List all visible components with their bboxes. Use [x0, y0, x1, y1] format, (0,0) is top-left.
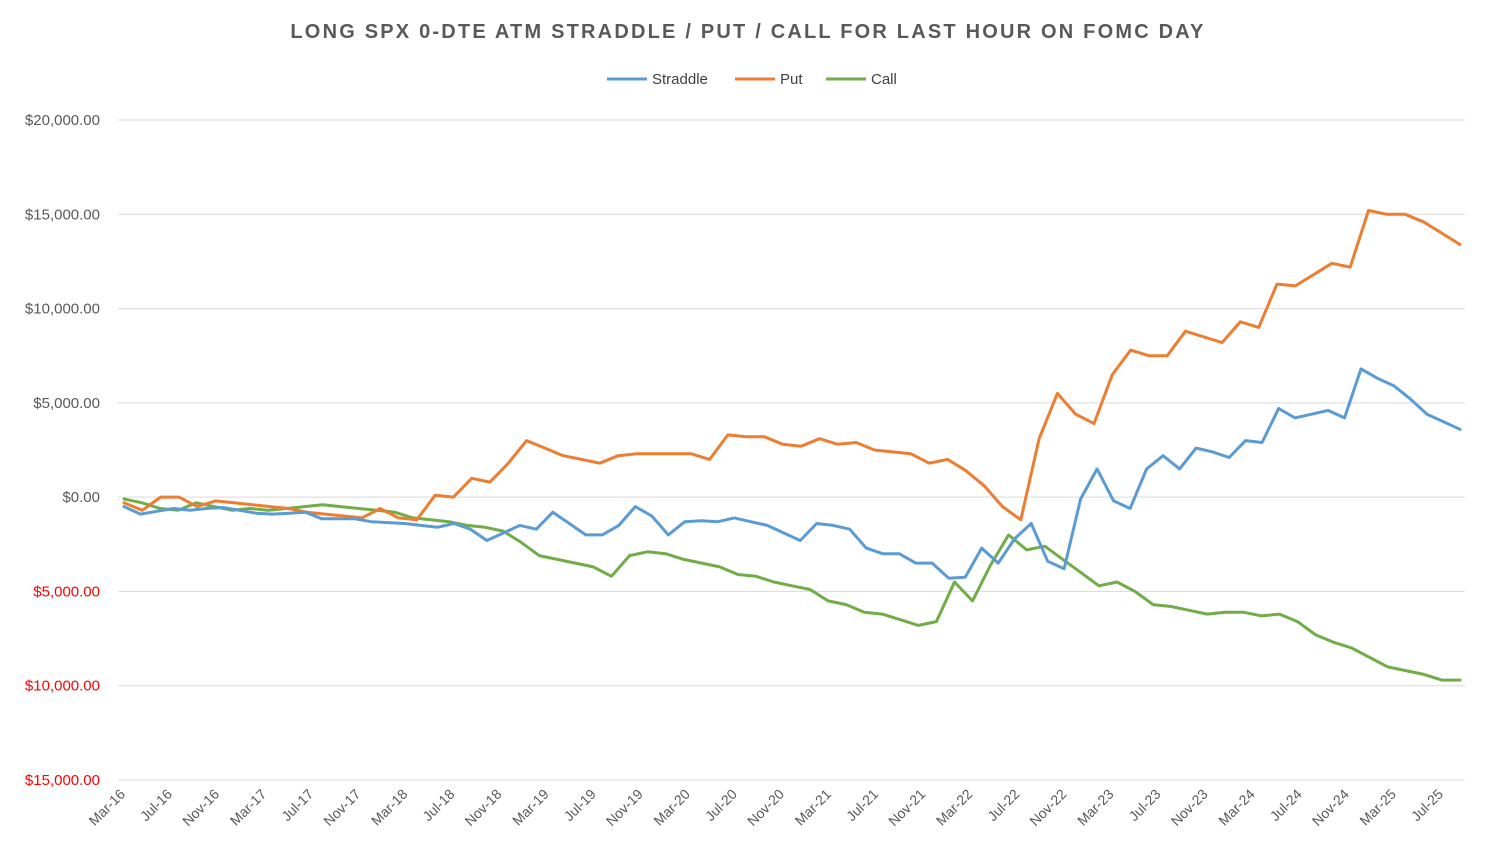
- x-tick-label: Mar-16: [85, 786, 128, 829]
- x-tick-label: Nov-24: [1309, 786, 1352, 829]
- x-tick-label: Jul-24: [1267, 786, 1305, 824]
- x-tick-label: Jul-22: [984, 786, 1022, 824]
- x-tick-label: Mar-22: [933, 786, 976, 829]
- x-tick-label: Jul-25: [1408, 786, 1446, 824]
- x-tick-label: Mar-23: [1074, 786, 1117, 829]
- x-tick-label: Jul-18: [419, 786, 457, 824]
- series-lines: [122, 209, 1462, 682]
- y-tick-label: $10,000.00: [25, 678, 100, 695]
- series-line-straddle: [122, 367, 1462, 580]
- x-tick-label: Mar-21: [792, 786, 835, 829]
- x-tick-label: Nov-20: [744, 786, 787, 829]
- legend-label-straddle: Straddle: [652, 71, 708, 88]
- x-tick-label: Mar-18: [368, 786, 411, 829]
- x-tick-label: Jul-20: [702, 786, 740, 824]
- y-tick-label: $15,000.00: [25, 206, 100, 223]
- series-line-call: [122, 497, 1462, 682]
- x-tick-label: Mar-24: [1215, 786, 1258, 829]
- y-tick-label: $10,000.00: [25, 301, 100, 318]
- x-tick-label: Jul-19: [561, 786, 599, 824]
- y-tick-label: $0.00: [62, 489, 100, 506]
- x-tick-label: Mar-19: [509, 786, 552, 829]
- legend-label-call: Call: [871, 71, 897, 88]
- x-tick-label: Jul-23: [1125, 786, 1163, 824]
- x-tick-label: Mar-25: [1356, 786, 1399, 829]
- x-tick-label: Nov-19: [603, 786, 646, 829]
- gridlines: [118, 119, 1465, 781]
- x-tick-label: Jul-16: [137, 786, 175, 824]
- y-tick-label: $20,000.00: [25, 112, 100, 129]
- x-tick-label: Jul-21: [843, 786, 881, 824]
- chart-title: LONG SPX 0-DTE ATM STRADDLE / PUT / CALL…: [290, 21, 1205, 43]
- x-tick-label: Mar-20: [650, 786, 693, 829]
- x-tick-label: Nov-21: [885, 786, 928, 829]
- y-tick-label: $5,000.00: [33, 395, 100, 412]
- x-tick-label: Nov-22: [1026, 786, 1069, 829]
- x-tick-label: Nov-16: [179, 786, 222, 829]
- y-tick-label: $15,000.00: [25, 772, 100, 789]
- x-tick-label: Jul-17: [278, 786, 316, 824]
- x-tick-label: Nov-17: [320, 786, 363, 829]
- y-tick-label: $5,000.00: [33, 583, 100, 600]
- series-line-put: [122, 209, 1462, 522]
- y-axis-ticks: $20,000.00 $15,000.00 $10,000.00 $5,000.00 $…: [25, 112, 100, 789]
- x-tick-label: Nov-18: [461, 786, 504, 829]
- legend: Straddle Put Call: [607, 71, 897, 88]
- x-tick-label: Nov-23: [1168, 786, 1211, 829]
- x-tick-label: Mar-17: [227, 786, 270, 829]
- legend-label-put: Put: [780, 71, 803, 88]
- x-axis-ticks: Mar-16 Jul-16 Nov-16 Mar-17 Jul-17 Nov-17 Mar-…: [85, 786, 1446, 829]
